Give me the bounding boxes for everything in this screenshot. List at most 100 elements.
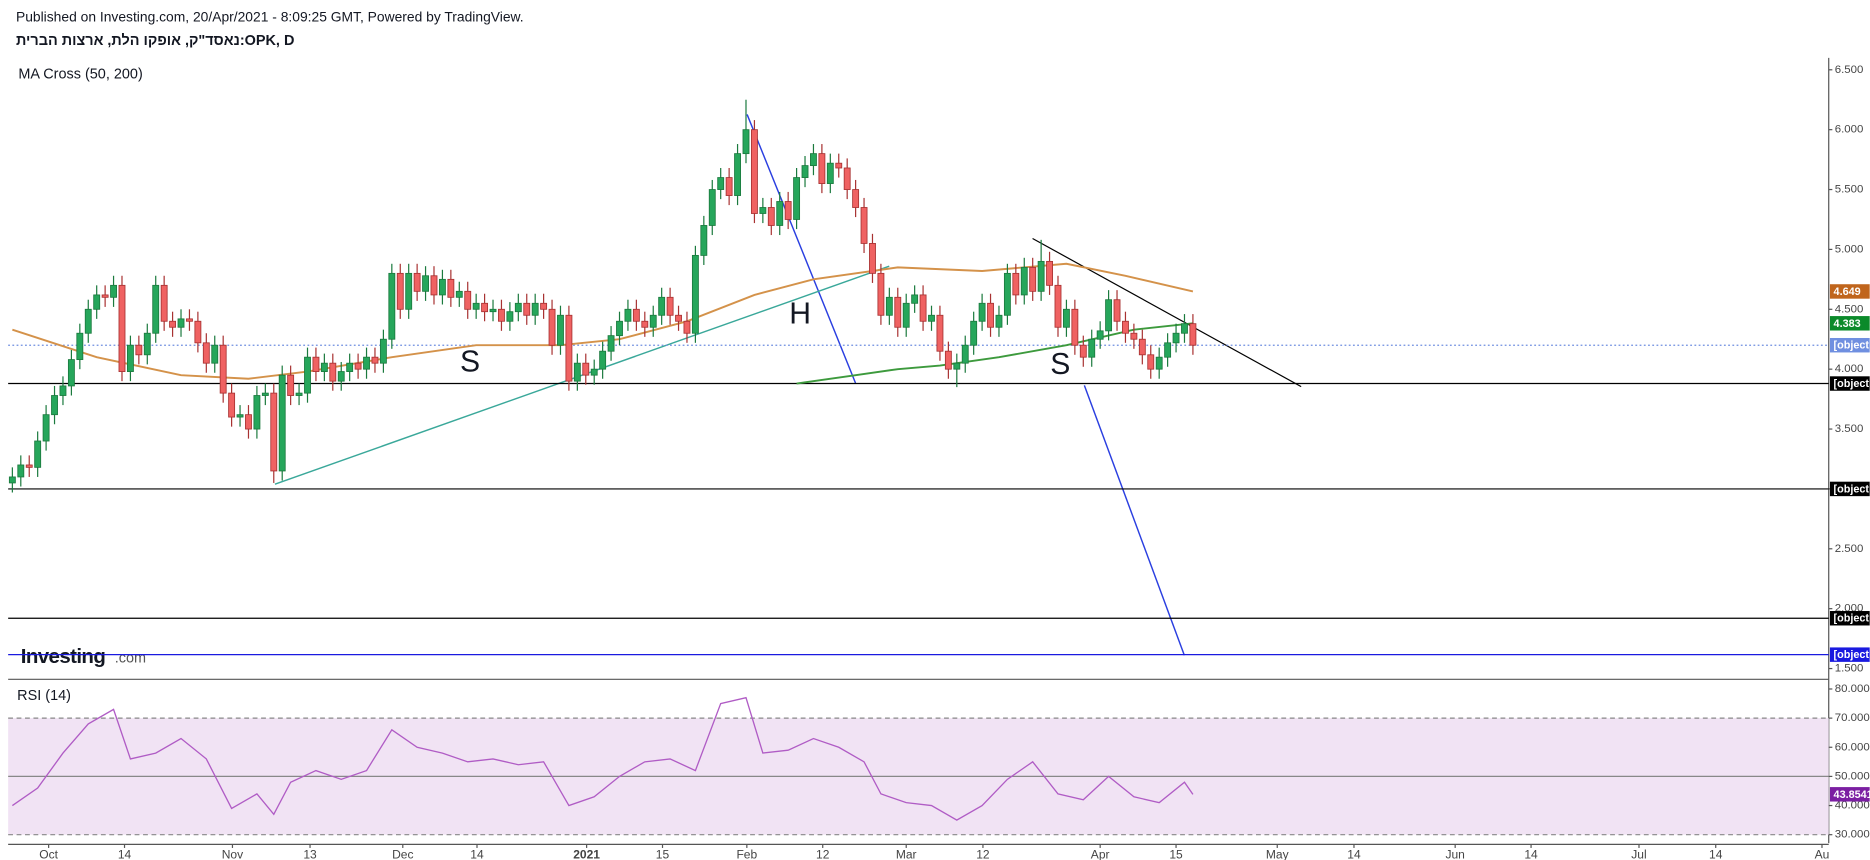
y-tick-label: 4.000 bbox=[1835, 363, 1864, 375]
candle-body bbox=[1012, 272, 1020, 296]
logo-suffix: .com bbox=[115, 651, 146, 667]
axis-value-label: 4.383 bbox=[1834, 318, 1861, 330]
candle-body bbox=[759, 207, 767, 214]
candle-body bbox=[683, 320, 691, 334]
candle-body bbox=[734, 153, 741, 196]
axis-value-box bbox=[1829, 611, 1870, 626]
candle-body bbox=[295, 392, 303, 396]
neckline bbox=[274, 265, 890, 485]
candle-body bbox=[329, 362, 337, 382]
axis-value-label: 43.8541 bbox=[1834, 789, 1870, 801]
candle-body bbox=[371, 356, 379, 364]
candle-body bbox=[228, 392, 236, 418]
y-tick-label: 3.500 bbox=[1835, 423, 1864, 435]
candle-body bbox=[1172, 332, 1180, 344]
candle-body bbox=[1130, 332, 1138, 340]
candle-body bbox=[784, 201, 792, 220]
candle-body bbox=[548, 308, 556, 346]
candle-body bbox=[346, 362, 354, 372]
y-tick-label: 50.0000 bbox=[1835, 770, 1870, 782]
candle-body bbox=[641, 320, 649, 328]
candle-body bbox=[194, 320, 202, 344]
candle-body bbox=[649, 314, 657, 328]
axis-value-label: [object Object] bbox=[1834, 340, 1870, 352]
candle-body bbox=[1020, 266, 1028, 296]
candle-body bbox=[573, 362, 581, 382]
pattern-label: S bbox=[460, 346, 480, 379]
candle-body bbox=[118, 284, 126, 372]
candle-body bbox=[25, 464, 33, 468]
x-tick-label: Feb bbox=[736, 847, 757, 860]
x-tick-label: Mar bbox=[896, 847, 917, 860]
y-tick-label: 1.500 bbox=[1835, 663, 1864, 675]
y-tick-label: 80.0000 bbox=[1835, 683, 1870, 695]
axis-value-label: [object Object] bbox=[1834, 613, 1870, 625]
candle-body bbox=[1079, 344, 1087, 358]
candle-body bbox=[320, 362, 328, 372]
symbol-title: נאסד"ק, אופקו הלת, ארצות הברית:OPK, D bbox=[16, 33, 294, 49]
x-tick-label: Dec bbox=[392, 847, 413, 860]
candle-body bbox=[708, 189, 716, 226]
candle-body bbox=[93, 294, 101, 310]
candle-body bbox=[126, 344, 134, 372]
x-tick-label: 14 bbox=[470, 847, 484, 860]
x-tick-label: Jun bbox=[1445, 847, 1464, 860]
trend-line bbox=[746, 114, 857, 384]
candle-body bbox=[422, 275, 429, 292]
x-tick-label: Nov bbox=[222, 847, 243, 860]
x-tick-label: 14 bbox=[1524, 847, 1538, 860]
candle-body bbox=[1138, 338, 1146, 356]
axis-value-box bbox=[1829, 284, 1870, 299]
candle-body bbox=[253, 395, 261, 430]
candle-body bbox=[531, 302, 539, 316]
y-tick-label: 70.0000 bbox=[1835, 712, 1870, 724]
candle-body bbox=[143, 332, 151, 356]
candle-body bbox=[700, 225, 708, 256]
candle-body bbox=[219, 344, 227, 394]
candle-body bbox=[438, 278, 446, 296]
candle-body bbox=[725, 177, 733, 196]
x-tick-label: 12 bbox=[976, 847, 990, 860]
candle-body bbox=[826, 162, 834, 184]
candle-body bbox=[616, 320, 623, 337]
candle-body bbox=[987, 302, 994, 328]
candle-body bbox=[202, 342, 210, 364]
candle-body bbox=[498, 308, 505, 322]
x-tick-label: 15 bbox=[1169, 847, 1183, 860]
candle-body bbox=[894, 296, 902, 328]
axis-value-box bbox=[1829, 337, 1870, 353]
target-line bbox=[1083, 385, 1186, 656]
y-tick-label: 6.000 bbox=[1835, 124, 1864, 136]
candle-body bbox=[523, 302, 531, 316]
candle-body bbox=[278, 374, 286, 472]
candle-body bbox=[961, 344, 969, 364]
candle-body bbox=[607, 335, 615, 352]
candle-body bbox=[1122, 320, 1129, 334]
candle-body bbox=[169, 320, 177, 328]
pattern-label: S bbox=[1050, 348, 1070, 381]
resistance-line bbox=[1032, 237, 1302, 388]
candle-body bbox=[885, 296, 893, 316]
candle-body bbox=[34, 440, 42, 468]
candle-body bbox=[1088, 338, 1096, 358]
candle-body bbox=[944, 350, 952, 370]
candle-body bbox=[1113, 299, 1121, 322]
candle-body bbox=[742, 129, 750, 155]
y-tick-label: 2.500 bbox=[1835, 543, 1864, 555]
candle-body bbox=[750, 129, 758, 214]
candle-body bbox=[455, 290, 463, 298]
x-tick-label: 14 bbox=[118, 847, 132, 860]
candle-body bbox=[312, 356, 320, 372]
axis-value-label: [object Object] bbox=[1834, 378, 1870, 390]
candle-body bbox=[396, 272, 404, 310]
x-tick-label: 2021 bbox=[573, 847, 600, 860]
x-tick-label: 15 bbox=[656, 847, 670, 860]
candle-body bbox=[590, 368, 598, 376]
candle-body bbox=[84, 308, 92, 334]
y-tick-label: 40.0000 bbox=[1835, 800, 1870, 812]
candle-body bbox=[928, 314, 935, 322]
y-tick-label: 6.500 bbox=[1835, 64, 1864, 76]
candle-body bbox=[270, 392, 278, 472]
y-tick-label: 30.0000 bbox=[1835, 829, 1870, 841]
